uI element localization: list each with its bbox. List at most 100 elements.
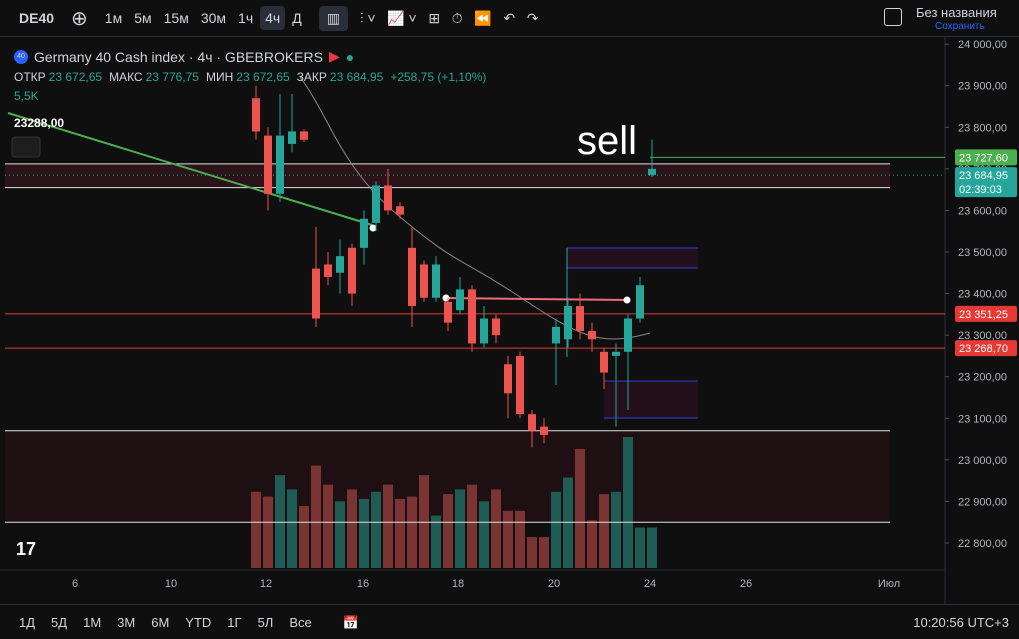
candle-body — [288, 131, 296, 144]
volume-bar — [275, 475, 285, 568]
sell-label: sell — [577, 119, 637, 163]
volume-bar — [347, 489, 357, 568]
volume-bar — [527, 537, 537, 568]
interval[interactable]: 30м — [200, 10, 227, 26]
y-tick-label: 22 900,00 — [958, 496, 1007, 508]
candle-body — [600, 351, 608, 373]
range[interactable]: 5Л — [257, 615, 274, 630]
candle-body — [372, 185, 380, 223]
interval[interactable]: 15м — [163, 10, 189, 26]
candle-body — [360, 218, 368, 248]
range[interactable]: 5Д — [51, 615, 68, 630]
candle-body — [480, 318, 488, 344]
x-tick-label: 20 — [548, 578, 560, 590]
legend: 40 Germany 40 Cash index · 4ч · GBEBROKER… — [14, 48, 486, 103]
candle-body — [648, 168, 656, 176]
flag[interactable]: ▶ — [328, 48, 340, 64]
zone — [604, 381, 698, 419]
candle-body — [492, 318, 500, 336]
date-range[interactable]: 📅 — [342, 614, 359, 630]
candle-body — [252, 98, 260, 132]
candle-body — [636, 285, 644, 319]
volume-bar — [575, 448, 585, 568]
range[interactable]: YTD — [185, 615, 212, 630]
y-tick-label: 23 000,00 — [958, 455, 1007, 467]
range[interactable]: 3М — [117, 615, 136, 630]
chart-type[interactable]: ▥ — [318, 5, 348, 31]
ohlc-label: МАКС — [109, 70, 143, 84]
candle-body — [564, 306, 572, 340]
volume-bar — [431, 515, 441, 568]
x-tick-label: 12 — [260, 578, 272, 590]
y-tick-label: 23 500,00 — [958, 247, 1007, 259]
candle-body — [396, 206, 404, 215]
volume-bar — [563, 477, 573, 568]
collapse-button[interactable] — [11, 136, 41, 158]
add-symbol[interactable]: ⊕ — [71, 7, 88, 30]
range[interactable]: 6М — [151, 615, 170, 630]
x-tick-label: 26 — [740, 578, 752, 590]
ranges: 1Д 5Д 1М 3М 6М YTD 1Г 5Л Все — [14, 611, 317, 634]
candle-body — [432, 264, 440, 298]
y-tick-label: 23 600,00 — [958, 205, 1007, 217]
y-tick-label: 23 200,00 — [958, 372, 1007, 384]
range[interactable]: 1Д — [19, 615, 36, 630]
x-tick-label: 24 — [644, 578, 656, 590]
ohlc-label: ЗАКР — [296, 70, 327, 84]
price-tag-label: 23 684,95 — [959, 170, 1008, 182]
interval[interactable]: Д — [292, 10, 302, 26]
x-tick-label: Июл — [878, 578, 900, 590]
candle-body — [348, 247, 356, 294]
volume-bar — [599, 494, 609, 568]
clock: 10:20:56 UTC+3 — [913, 615, 1009, 630]
volume-bar — [419, 475, 429, 568]
volume-bar — [479, 501, 489, 568]
range[interactable]: 1М — [83, 615, 102, 630]
zone — [5, 163, 890, 188]
layout-name[interactable]: Без названия — [916, 5, 997, 20]
x-tick-label: 10 — [165, 578, 177, 590]
price-tag-label: 23 268,70 — [959, 343, 1008, 355]
ohlc-value: 23 776,75 — [145, 70, 199, 84]
interval[interactable]: 4ч — [260, 6, 286, 30]
volume-value: 5,5K — [14, 89, 39, 103]
volume-bar — [287, 489, 297, 568]
volume-bar — [335, 501, 345, 568]
symbol[interactable]: DE40 — [19, 10, 55, 26]
price-tag-label: 23 351,25 — [959, 309, 1008, 321]
volume-bar — [371, 491, 381, 568]
trend-line — [7, 112, 373, 226]
interval[interactable]: 1м — [104, 10, 123, 26]
y-tick-label: 23 800,00 — [958, 122, 1007, 134]
candle-body — [468, 289, 476, 344]
save[interactable]: Сохранить — [935, 21, 985, 32]
candle-body — [264, 135, 272, 194]
bottom-toolbar: 1Д 5Д 1М 3М 6М YTD 1Г 5Л Все 📅 10:20:56 UTC+3 — [0, 604, 1019, 639]
candle-body — [312, 268, 320, 319]
interval[interactable]: 5м — [134, 10, 152, 26]
anchor — [623, 296, 631, 304]
volume-bar — [515, 510, 525, 568]
indicators[interactable]: ⫶ ˅ 📈 ˅ ⊞ ⏱ ⏪ ↶ ↷ — [359, 9, 539, 26]
x-tick-label: 6 — [72, 578, 78, 590]
ohlc-label: ОТКР — [14, 70, 46, 84]
range[interactable]: 1Г — [227, 615, 242, 630]
volume-bar — [539, 537, 549, 568]
trendline-label: 23288,00 — [14, 116, 64, 130]
candle-body — [552, 326, 560, 344]
range[interactable]: Все — [289, 615, 312, 630]
change: +258,75 (+1,10%) — [390, 70, 487, 84]
candle-body — [504, 364, 512, 394]
layout-icon[interactable] — [884, 8, 902, 26]
anchor — [369, 224, 377, 232]
countdown: 02:39:03 — [959, 184, 1002, 196]
candle-body — [624, 318, 632, 352]
ohlc-label: МИН — [205, 70, 234, 84]
y-tick-label: 23 900,00 — [958, 81, 1007, 93]
interval[interactable]: 1ч — [238, 10, 254, 26]
candle-body — [420, 264, 428, 298]
candle-body — [276, 135, 284, 194]
candle-body — [588, 330, 596, 340]
y-tick-label: 22 800,00 — [958, 538, 1007, 550]
